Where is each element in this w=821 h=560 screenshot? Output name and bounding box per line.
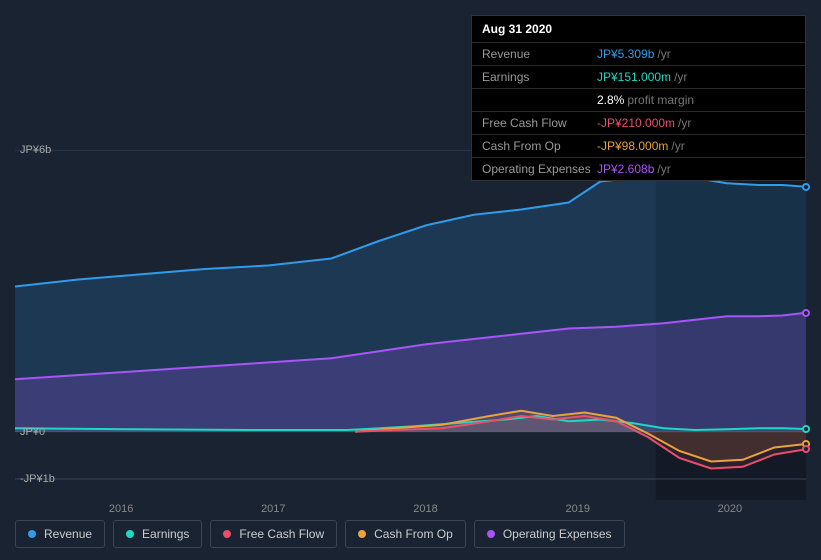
- tooltip-value: -JP¥98.000m: [597, 139, 668, 153]
- x-axis: 20162017201820192020: [45, 503, 806, 515]
- legend-item[interactable]: Free Cash Flow: [210, 520, 337, 548]
- tooltip-unit: /yr: [657, 162, 670, 176]
- legend-dot-icon: [223, 530, 231, 538]
- tooltip-value: -JP¥210.000m: [597, 116, 675, 130]
- tooltip-value: JP¥151.000m: [597, 70, 671, 84]
- tooltip-unit: /yr: [678, 116, 691, 130]
- legend-dot-icon: [126, 530, 134, 538]
- tooltip-value: 2.8%: [597, 93, 624, 107]
- tooltip-value: JP¥2.608b: [597, 162, 654, 176]
- area-chart[interactable]: JP¥6bJP¥0-JP¥1b: [15, 150, 806, 500]
- series-marker: [802, 425, 810, 433]
- legend-dot-icon: [358, 530, 366, 538]
- tooltip-unit: /yr: [671, 139, 684, 153]
- legend-label: Operating Expenses: [503, 527, 612, 541]
- tooltip-date: Aug 31 2020: [472, 16, 805, 42]
- x-axis-label: 2020: [654, 503, 806, 515]
- chart-legend: Revenue Earnings Free Cash Flow Cash From O…: [15, 520, 625, 548]
- legend-label: Free Cash Flow: [239, 527, 324, 541]
- series-marker: [802, 445, 810, 453]
- legend-dot-icon: [28, 530, 36, 538]
- tooltip-label: Earnings: [482, 70, 597, 84]
- tooltip-label: Cash From Op: [482, 139, 597, 153]
- tooltip-row: Operating ExpensesJP¥2.608b /yr: [472, 157, 805, 180]
- legend-item[interactable]: Operating Expenses: [474, 520, 625, 548]
- data-tooltip: Aug 31 2020 RevenueJP¥5.309b /yrEarnings…: [471, 15, 806, 181]
- chart-canvas: [15, 150, 806, 500]
- tooltip-label: Revenue: [482, 47, 597, 61]
- x-axis-label: 2019: [502, 503, 654, 515]
- legend-item[interactable]: Cash From Op: [345, 520, 466, 548]
- legend-item[interactable]: Earnings: [113, 520, 202, 548]
- legend-label: Cash From Op: [374, 527, 453, 541]
- tooltip-label: [482, 93, 597, 107]
- tooltip-row: EarningsJP¥151.000m /yr: [472, 65, 805, 88]
- legend-label: Earnings: [142, 527, 189, 541]
- y-axis-label: JP¥6b: [20, 144, 51, 156]
- legend-dot-icon: [487, 530, 495, 538]
- tooltip-row: 2.8% profit margin: [472, 88, 805, 111]
- tooltip-row: RevenueJP¥5.309b /yr: [472, 42, 805, 65]
- tooltip-row: Cash From Op-JP¥98.000m /yr: [472, 134, 805, 157]
- series-marker: [802, 309, 810, 317]
- legend-label: Revenue: [44, 527, 92, 541]
- tooltip-label: Free Cash Flow: [482, 116, 597, 130]
- tooltip-row: Free Cash Flow-JP¥210.000m /yr: [472, 111, 805, 134]
- y-axis-label: -JP¥1b: [20, 473, 55, 485]
- tooltip-value: JP¥5.309b: [597, 47, 654, 61]
- tooltip-unit: /yr: [674, 70, 687, 84]
- tooltip-unit: profit margin: [627, 93, 694, 107]
- x-axis-label: 2016: [45, 503, 197, 515]
- series-marker: [802, 183, 810, 191]
- legend-item[interactable]: Revenue: [15, 520, 105, 548]
- y-axis-label: JP¥0: [20, 426, 45, 438]
- x-axis-label: 2018: [349, 503, 501, 515]
- x-axis-label: 2017: [197, 503, 349, 515]
- tooltip-label: Operating Expenses: [482, 162, 597, 176]
- tooltip-unit: /yr: [657, 47, 670, 61]
